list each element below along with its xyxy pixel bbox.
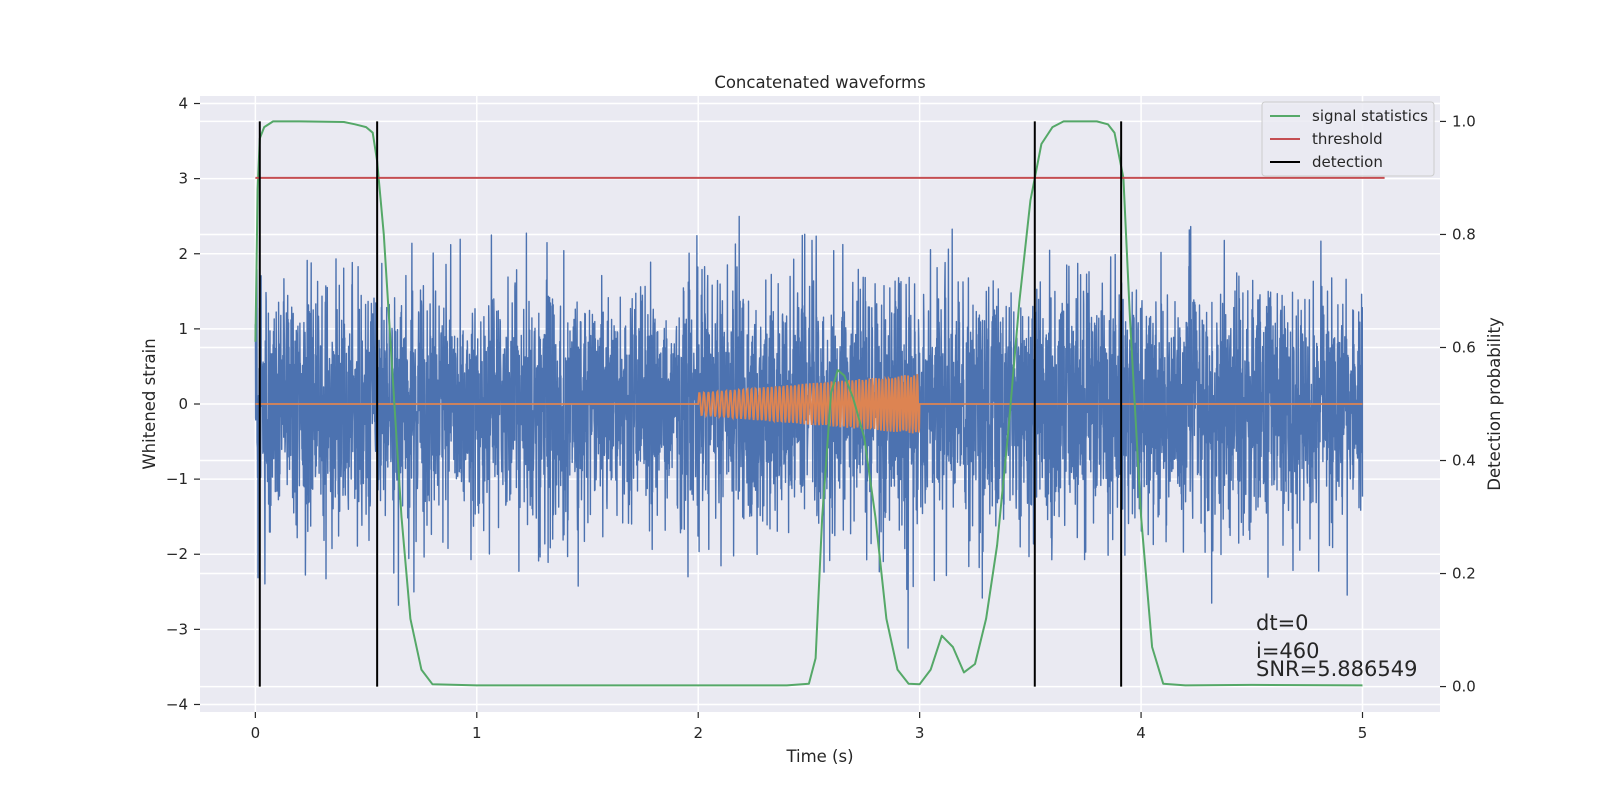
y-axis-right-label: Detection probability — [1485, 317, 1504, 491]
y-tick-label: −3 — [166, 620, 188, 638]
y-right-tick-label: 0.0 — [1452, 678, 1476, 696]
detection-series — [254, 120, 1385, 687]
x-axis-label: Time (s) — [785, 747, 853, 766]
y-tick-label: 3 — [178, 170, 188, 188]
legend-label-signal-statistics: signal statistics — [1312, 107, 1428, 125]
y-axis-right: 0.0 0.2 0.4 0.6 0.8 1.0 — [1440, 112, 1476, 696]
series-line-signal-statistics — [254, 120, 1363, 687]
y-tick-label: −2 — [166, 545, 188, 563]
y-tick-label: −4 — [166, 695, 188, 713]
series-line-injected-signal — [255, 374, 1363, 434]
y-tick-label: 2 — [178, 245, 188, 263]
y-tick-label: 1 — [178, 320, 188, 338]
series-line-strain — [254, 215, 1364, 649]
legend: signal statistics threshold detection — [1261, 101, 1435, 177]
chart-title: Concatenated waveforms — [714, 73, 925, 92]
x-tick-label: 3 — [915, 724, 925, 742]
x-tick-label: 5 — [1358, 724, 1368, 742]
y-axis-label: Whitened strain — [140, 338, 159, 469]
annotation-index: i=460 — [1256, 639, 1320, 663]
y-tick-label: −1 — [166, 470, 188, 488]
x-tick-label: 4 — [1136, 724, 1146, 742]
y-axis-left: −4 −3 −2 −1 0 1 2 3 4 — [166, 95, 200, 713]
y-right-tick-label: 0.4 — [1452, 452, 1476, 470]
y-right-tick-label: 0.6 — [1452, 338, 1476, 356]
x-tick-label: 1 — [472, 724, 482, 742]
x-tick-label: 2 — [693, 724, 703, 742]
x-axis: 0 1 2 3 4 5 — [251, 712, 1368, 742]
y-right-tick-label: 0.8 — [1452, 225, 1476, 243]
annotation-snr: SNR=5.886549 — [1256, 657, 1417, 681]
x-tick-label: 0 — [251, 724, 261, 742]
legend-label-detection: detection — [1312, 153, 1383, 171]
y-tick-label: 4 — [178, 95, 188, 113]
annotation-dt: dt=0 — [1256, 611, 1309, 635]
strain-series — [254, 215, 1364, 649]
y-tick-label: 0 — [178, 395, 188, 413]
grid — [200, 96, 1440, 712]
legend-box — [1261, 101, 1435, 177]
y-right-tick-label: 0.2 — [1452, 565, 1476, 583]
injected-signal-series — [255, 374, 1363, 434]
legend-label-threshold: threshold — [1312, 130, 1383, 148]
y-right-tick-label: 1.0 — [1452, 112, 1476, 130]
